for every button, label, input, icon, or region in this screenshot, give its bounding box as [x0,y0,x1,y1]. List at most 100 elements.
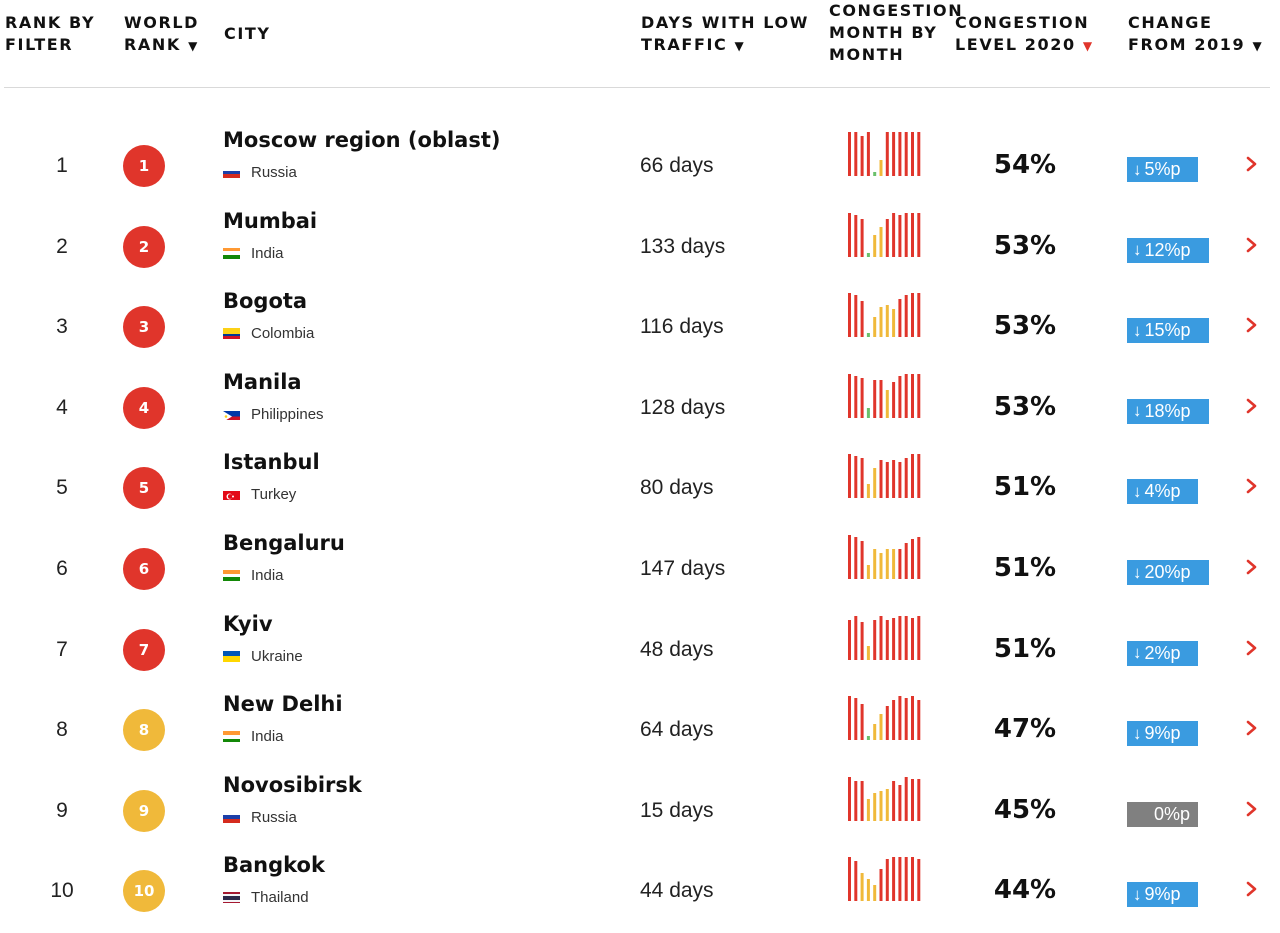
change-badge: ↓ 12%p [1127,237,1209,263]
chevron-right-icon[interactable] [1243,394,1261,418]
change-badge: ↓ 20%p [1127,560,1209,585]
chevron-right-icon[interactable] [1243,877,1261,901]
rank-by-filter: 10 [50,879,74,903]
sort-arrow-active-icon: ▼ [1082,39,1093,53]
table-row[interactable]: 5 5 Istanbul Turkey 80 days 51% ↓ 4%p [0,450,1280,530]
month-bar [898,549,902,579]
header-city[interactable]: CITY [224,24,271,43]
change-badge: ↓ 9%p [1127,721,1198,747]
change-value: 12%p [1144,239,1191,260]
month-bar [885,859,889,902]
monthly-congestion-sparkline [848,132,921,176]
city-name[interactable]: New Delhi [223,692,343,717]
month-bar [917,132,921,176]
world-rank-badge: 10 [123,870,165,913]
congestion-level: 51% [993,553,1057,583]
city-name[interactable]: Kyiv [223,611,273,636]
month-bar [854,132,858,176]
month-bar [848,619,851,660]
month-bar [866,333,870,338]
city-name[interactable]: Novosibirsk [223,772,362,797]
month-bar [911,617,914,660]
colombia-flag-icon [223,328,240,340]
india-flag-icon [223,731,240,743]
month-bar [898,214,902,257]
country: Russia [223,809,297,826]
header-rank-by-filter[interactable]: RANK BY FILTER [5,13,96,54]
turkey-flag-icon [223,489,240,501]
city-name[interactable]: Mumbai [223,208,318,233]
month-bar [911,696,914,741]
rank-by-filter: 7 [56,637,68,661]
chevron-right-icon[interactable] [1243,555,1261,579]
month-bar [854,214,858,257]
chevron-right-icon[interactable] [1243,152,1261,176]
month-bar [866,798,870,821]
month-bar [911,857,914,902]
month-bar [892,857,896,902]
month-bar [904,857,908,902]
chevron-right-icon[interactable] [1243,233,1261,257]
congestion-level: 53% [993,311,1057,342]
chevron-right-icon[interactable] [1243,716,1261,740]
country: Thailand [223,889,309,906]
month-bar [879,160,883,176]
month-bar [860,458,864,499]
world-rank-badge: 6 [123,548,165,590]
month-bar [866,407,870,418]
header-congestion-level[interactable]: CONGESTION LEVEL 2020 ▼ [955,12,1092,57]
arrow-down-icon: ↓ [1133,884,1142,904]
month-bar [904,615,908,660]
change-badge: ↓ 4%p [1127,479,1198,505]
chevron-right-icon[interactable] [1243,797,1261,821]
table-row[interactable]: 9 9 Novosibirsk Russia 15 days 45% 0%p [0,773,1280,853]
month-bar [860,136,864,176]
chevron-right-icon[interactable] [1243,474,1261,498]
city-name[interactable]: Manila [223,369,302,394]
month-bar [892,309,896,338]
month-bar [885,305,889,338]
month-bar [873,172,877,176]
month-bar [904,458,908,499]
table-row[interactable]: 3 3 Bogota Colombia 116 days 53% ↓ 15%p [0,289,1280,369]
table-row[interactable]: 7 7 Kyiv Ukraine 48 days 51% ↓ 2%p [0,612,1280,692]
days-low-traffic: 66 days [640,154,714,177]
month-bar [904,295,908,338]
month-bar [848,776,851,821]
city-name[interactable]: Bengaluru [223,531,345,555]
table-row[interactable]: 6 6 Bengaluru India 147 days 51% ↓ 20%p [0,531,1280,611]
country-name: Ukraine [251,647,303,665]
city-name[interactable]: Bogota [223,289,308,314]
country: Colombia [223,325,314,342]
days-low-traffic: 147 days [640,557,726,580]
table-row[interactable]: 2 2 Mumbai India 133 days 53% ↓ 12%p [0,209,1280,289]
header-world-rank[interactable]: WORLD RANK ▼ [124,12,199,57]
table-row[interactable]: 8 8 New Delhi India 64 days 47% ↓ 9%p [0,692,1280,772]
city-name[interactable]: Bangkok [223,853,325,878]
month-bar [873,379,877,418]
month-bar [911,293,914,338]
table-row[interactable]: 1 1 Moscow region (oblast) Russia 66 days 54%… [0,128,1280,208]
month-bar [892,617,896,660]
month-bar [885,218,889,257]
rank-by-filter: 1 [56,154,68,177]
month-bar [892,212,896,257]
change-badge: ↓ 2%p [1127,640,1198,666]
month-bar [898,375,902,418]
country: India [223,567,284,584]
table-row[interactable]: 10 10 Bangkok Thailand 44 days 44% ↓ 9%p [0,853,1280,933]
world-rank-badge: 8 [123,709,165,752]
header-days-low-traffic[interactable]: DAYS WITH LOW TRAFFIC ▼ [641,12,809,57]
table-header: RANK BY FILTER WORLD RANK ▼ CITY DAYS WIT… [0,0,1280,88]
table-row[interactable]: 4 4 Manila Philippines 128 days 53% ↓ 18%p [0,370,1280,450]
month-bar [898,784,902,821]
days-low-traffic: 44 days [640,879,714,903]
header-change-label: CHANGE FROM 2019 [1128,13,1253,54]
city-name[interactable]: Istanbul [223,450,320,475]
chevron-right-icon[interactable] [1243,313,1261,337]
header-change[interactable]: CHANGE FROM 2019 ▼ [1128,12,1262,57]
city-name[interactable]: Moscow region (oblast) [223,128,501,152]
month-bar [904,698,908,741]
month-bar [860,704,864,741]
chevron-right-icon[interactable] [1243,636,1261,660]
